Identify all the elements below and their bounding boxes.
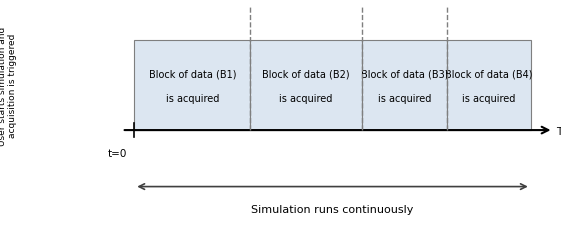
Text: Time (t): Time (t) [556,126,561,135]
Bar [448,40,531,130]
Bar [250,40,361,130]
Text: Simulation runs continuously: Simulation runs continuously [251,204,413,214]
Text: is acquired: is acquired [462,94,516,104]
Text: User starts simulation and
acquisition is triggered: User starts simulation and acquisition i… [0,26,17,145]
Text: Block of data (B4): Block of data (B4) [445,69,533,79]
Text: t=0: t=0 [107,148,127,158]
Text: is acquired: is acquired [378,94,431,104]
Text: is acquired: is acquired [165,94,219,104]
Bar [135,40,250,130]
Text: Block of data (B3): Block of data (B3) [361,69,448,79]
Text: Block of data (B1): Block of data (B1) [149,69,236,79]
Text: Block of data (B2): Block of data (B2) [262,69,350,79]
Bar [361,40,448,130]
Text: is acquired: is acquired [279,94,333,104]
